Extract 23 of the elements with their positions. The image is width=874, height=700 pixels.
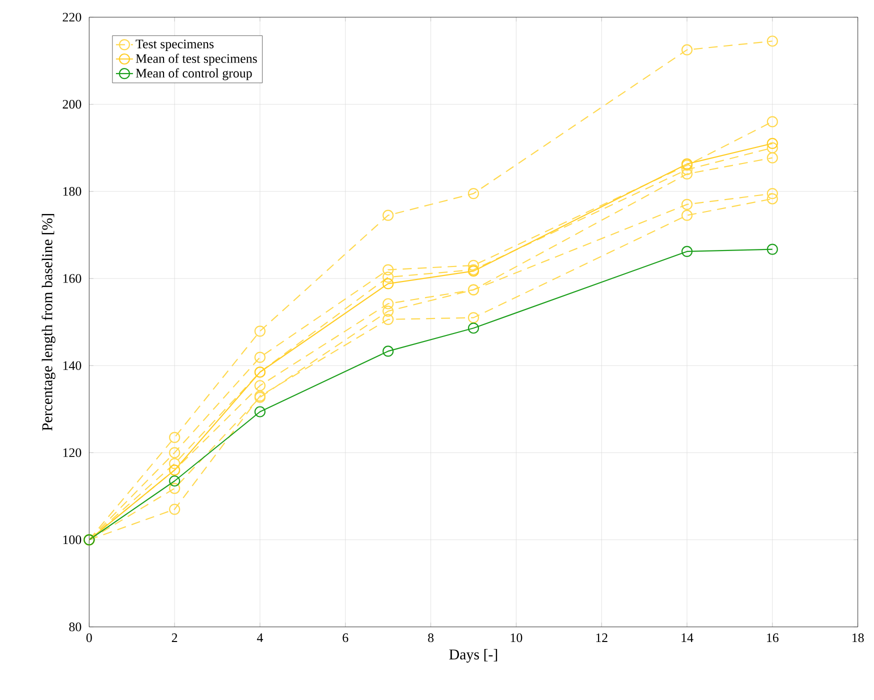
y-tick-label: 220 [62,12,82,22]
y-tick-label: 200 [62,100,82,109]
y-tick-label: 180 [63,186,82,196]
legend-label: Test specimens [136,40,214,51]
x-tick-label: 0 [86,633,92,642]
x-tick-label: 18 [852,633,864,642]
x-axis-title: Days [-] [449,648,498,663]
legend-label: Mean of test specimens [136,54,257,66]
x-tick-label: 14 [682,633,694,642]
x-tick-label: 4 [256,633,264,642]
x-tick-label: 12 [596,633,608,642]
x-tick-label: 8 [428,633,434,642]
legend-label: Mean of control group [136,68,252,80]
x-tick-label: 10 [510,633,522,642]
y-tick-label: 160 [63,274,82,283]
y-tick-label: 80 [69,622,82,632]
x-tick-label: 16 [767,633,778,642]
y-tick-label: 120 [63,448,82,458]
y-axis-title: Percentage length from baseline [%] [42,214,56,431]
y-tick-label: 140 [63,361,82,370]
y-tick-label: 100 [63,535,82,544]
x-tick-label: 2 [172,633,178,642]
x-tick-label: 6 [342,633,348,642]
